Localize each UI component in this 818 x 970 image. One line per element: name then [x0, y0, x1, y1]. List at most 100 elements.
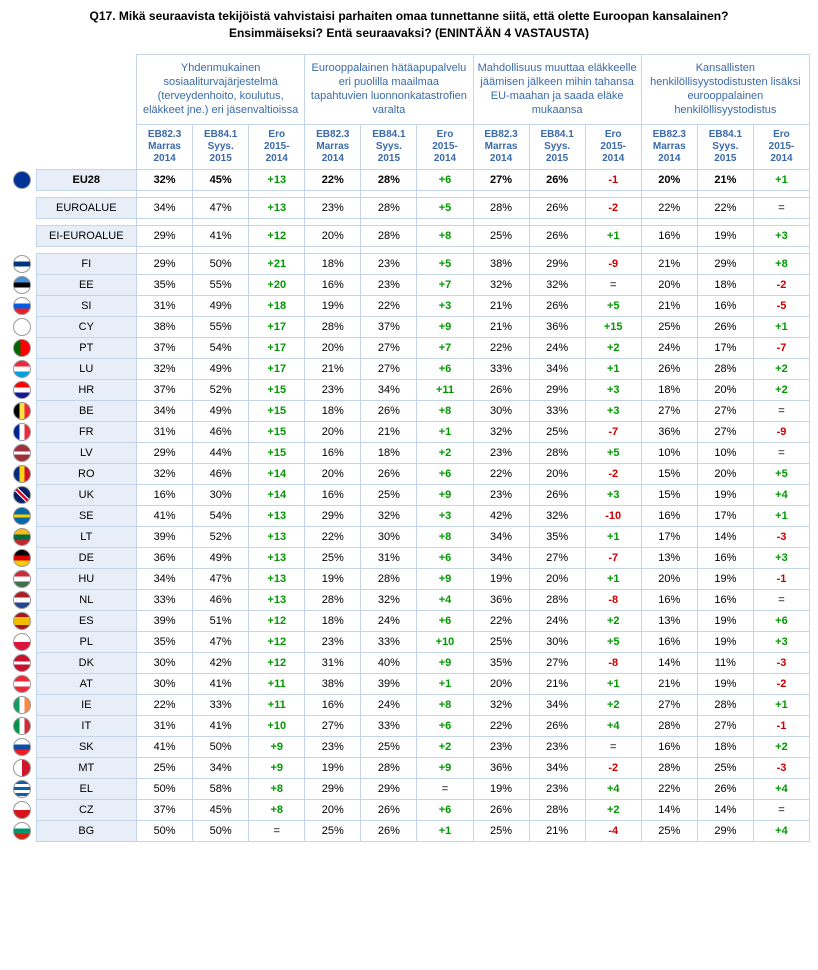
question-title: Q17. Mikä seuraavista tekijöistä vahvist… — [8, 8, 810, 42]
value-cell: 28% — [529, 799, 585, 820]
table-row: FI29%50%+2118%23%+538%29%-921%29%+8 — [8, 253, 810, 274]
value-cell: +2 — [753, 379, 809, 400]
value-cell: 26% — [529, 715, 585, 736]
value-cell: 29% — [305, 778, 361, 799]
value-cell: 33% — [529, 400, 585, 421]
value-cell: 28% — [529, 442, 585, 463]
value-cell: 37% — [137, 799, 193, 820]
value-cell: 23% — [305, 736, 361, 757]
value-cell: -8 — [585, 652, 641, 673]
value-cell: +14 — [249, 463, 305, 484]
value-cell: 29% — [361, 778, 417, 799]
value-cell: 55% — [193, 274, 249, 295]
country-code: DE — [36, 547, 137, 568]
flag-icon — [13, 276, 31, 294]
value-cell: +6 — [417, 715, 473, 736]
value-cell: +12 — [249, 610, 305, 631]
value-cell: 33% — [473, 358, 529, 379]
value-cell: 41% — [193, 715, 249, 736]
flag-icon — [13, 570, 31, 588]
flag-cell — [8, 358, 36, 379]
sub-header: Ero2015-2014 — [249, 124, 305, 169]
flag-cell — [8, 757, 36, 778]
value-cell: 47% — [193, 568, 249, 589]
value-cell: 23% — [305, 197, 361, 218]
value-cell: 20% — [305, 463, 361, 484]
value-cell: 34% — [529, 358, 585, 379]
value-cell: +13 — [249, 526, 305, 547]
value-cell: 39% — [137, 526, 193, 547]
value-cell: +5 — [417, 253, 473, 274]
value-cell: +8 — [417, 694, 473, 715]
flag-cell — [8, 197, 36, 218]
value-cell: 21% — [697, 169, 753, 190]
value-cell: 34% — [137, 400, 193, 421]
value-cell: 34% — [473, 526, 529, 547]
value-cell: 18% — [305, 400, 361, 421]
value-cell: +1 — [753, 694, 809, 715]
value-cell: 26% — [529, 169, 585, 190]
value-cell: 33% — [361, 715, 417, 736]
value-cell: 25% — [137, 757, 193, 778]
value-cell: 19% — [473, 568, 529, 589]
value-cell: +3 — [753, 225, 809, 246]
value-cell: 28% — [641, 757, 697, 778]
value-cell: 27% — [529, 547, 585, 568]
value-cell: 44% — [193, 442, 249, 463]
table-row: DE36%49%+1325%31%+634%27%-713%16%+3 — [8, 547, 810, 568]
value-cell: 19% — [697, 610, 753, 631]
country-code: UK — [36, 484, 137, 505]
value-cell: 30% — [361, 526, 417, 547]
value-cell: 19% — [697, 631, 753, 652]
sub-header: Ero2015-2014 — [585, 124, 641, 169]
flag-icon — [13, 717, 31, 735]
flag-icon — [13, 780, 31, 798]
value-cell: 35% — [473, 652, 529, 673]
value-cell: +1 — [417, 820, 473, 841]
country-code: BG — [36, 820, 137, 841]
value-cell: 15% — [641, 484, 697, 505]
value-cell: 29% — [305, 505, 361, 526]
value-cell: 40% — [361, 652, 417, 673]
value-cell: 46% — [193, 589, 249, 610]
country-code: SE — [36, 505, 137, 526]
value-cell: 14% — [641, 799, 697, 820]
value-cell: 20% — [641, 274, 697, 295]
flag-icon — [13, 255, 31, 273]
value-cell: +13 — [249, 197, 305, 218]
value-cell: 27% — [641, 694, 697, 715]
value-cell: 47% — [193, 197, 249, 218]
value-cell: 25% — [697, 757, 753, 778]
value-cell: +3 — [753, 547, 809, 568]
group-header-4: Kansallisten henkilöllisyystodistusten l… — [641, 54, 809, 124]
value-cell: 28% — [305, 589, 361, 610]
value-cell: 13% — [641, 547, 697, 568]
value-cell: 42% — [193, 652, 249, 673]
value-cell: 31% — [137, 421, 193, 442]
value-cell: 32% — [473, 421, 529, 442]
value-cell: 38% — [137, 316, 193, 337]
value-cell: 23% — [473, 442, 529, 463]
flag-cell — [8, 225, 36, 246]
value-cell: -5 — [753, 295, 809, 316]
country-code: CZ — [36, 799, 137, 820]
value-cell: 55% — [193, 316, 249, 337]
sub-header-row: EB82.3Marras2014EB84.1Syys.2015Ero2015-2… — [8, 124, 810, 169]
flag-icon — [13, 339, 31, 357]
value-cell: 25% — [473, 225, 529, 246]
value-cell: 31% — [137, 295, 193, 316]
value-cell: 31% — [137, 715, 193, 736]
value-cell: +1 — [585, 568, 641, 589]
table-row: HR37%52%+1523%34%+1126%29%+318%20%+2 — [8, 379, 810, 400]
value-cell: 16% — [305, 274, 361, 295]
value-cell: = — [249, 820, 305, 841]
country-code: NL — [36, 589, 137, 610]
value-cell: 26% — [529, 225, 585, 246]
table-row: LV29%44%+1516%18%+223%28%+510%10%= — [8, 442, 810, 463]
value-cell: 16% — [305, 484, 361, 505]
value-cell: +2 — [753, 736, 809, 757]
value-cell: +4 — [753, 820, 809, 841]
flag-cell — [8, 694, 36, 715]
value-cell: 28% — [361, 225, 417, 246]
value-cell: 20% — [641, 169, 697, 190]
